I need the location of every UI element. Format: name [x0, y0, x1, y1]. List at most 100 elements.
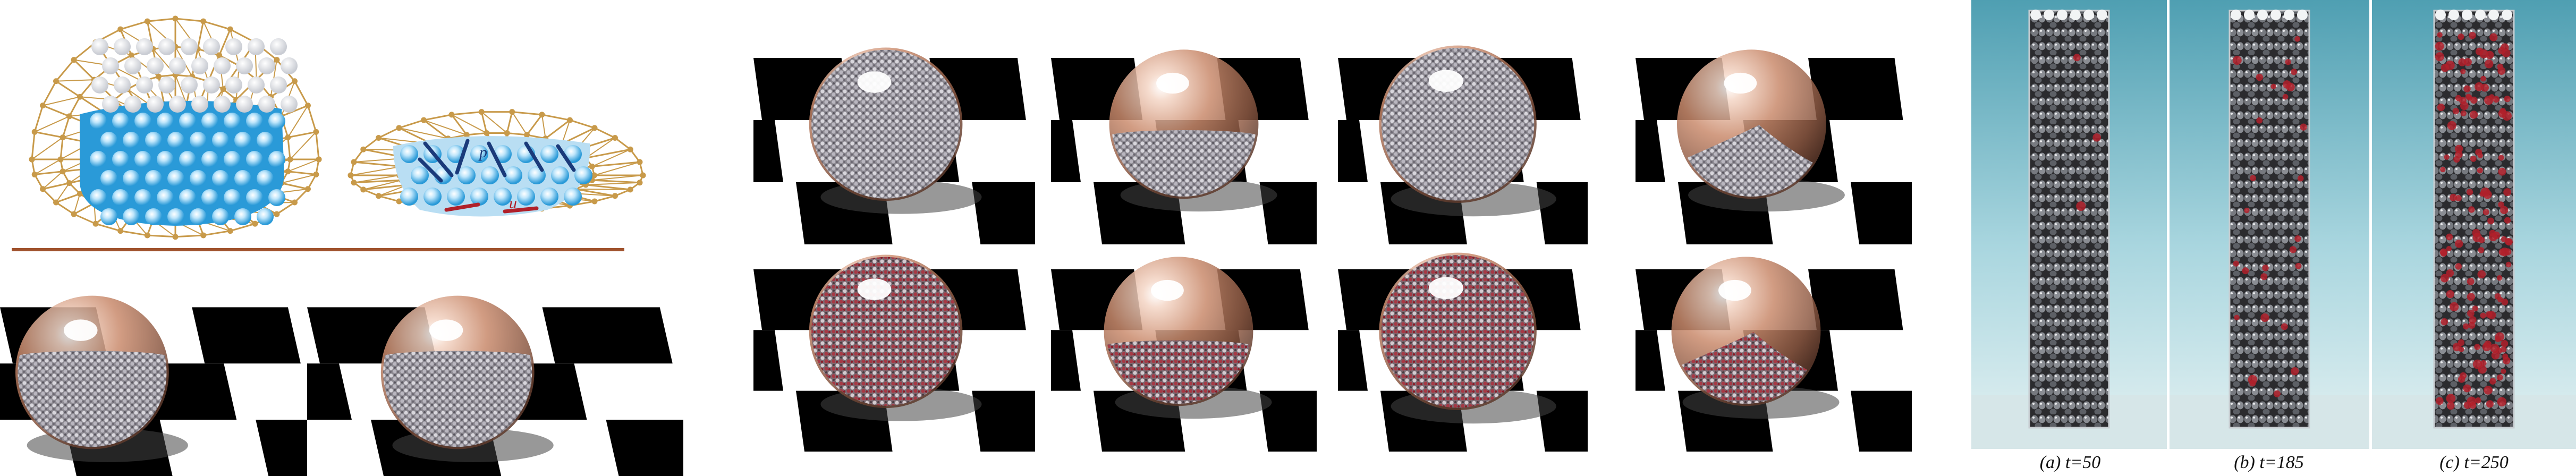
mesh-edge [42, 81, 57, 106]
wet-particle-marker [2437, 103, 2445, 112]
dry-particle [158, 38, 175, 55]
dry-particle [225, 76, 242, 94]
wet-particle-marker [2475, 149, 2482, 156]
wet-particle-marker [2493, 96, 2500, 103]
mesh-node [484, 130, 490, 136]
dry-particle [169, 96, 186, 113]
mesh-node [304, 103, 311, 109]
specular-highlight [1718, 279, 1751, 301]
dry-particle [91, 38, 108, 55]
wet-particle [190, 170, 207, 187]
mesh-node [351, 159, 357, 165]
wet-particle-marker [2467, 293, 2475, 301]
mesh-edge [353, 175, 400, 183]
mesh-edge [287, 137, 291, 160]
pore-particle [517, 188, 535, 206]
wet-particle-marker [2479, 49, 2489, 59]
mesh-edge [363, 180, 402, 190]
wet-particle-marker [2496, 374, 2503, 381]
mesh-node [316, 156, 322, 163]
wet-particle [268, 113, 285, 130]
floor-tile [1338, 330, 1368, 391]
pore-particle [470, 145, 488, 163]
wet-particle-marker [2242, 267, 2249, 275]
wet-particle [179, 189, 196, 206]
mesh-edge [363, 184, 408, 191]
mesh-edge [541, 114, 546, 139]
wet-particle [224, 189, 241, 206]
mesh-node [29, 156, 35, 163]
wet-particle-marker [2454, 144, 2463, 153]
dome-render [1338, 45, 1588, 244]
column-frame-c [2372, 0, 2576, 449]
mesh-edge [175, 18, 204, 22]
wet-particle-marker [2281, 323, 2288, 330]
mesh-node [60, 168, 66, 175]
wet-particle-marker [2501, 368, 2506, 374]
dry-particle [124, 96, 141, 113]
wet-particle-marker [2291, 69, 2298, 75]
mesh-edge [350, 166, 402, 176]
wet-particle [112, 189, 129, 206]
mesh-edge [480, 112, 488, 133]
wet-particle-marker [2286, 82, 2295, 92]
dry-particle [124, 57, 141, 74]
mesh-edge [594, 195, 615, 202]
wet-particle-marker [2256, 73, 2264, 81]
pore-particle [551, 166, 569, 184]
wet-particle-marker [2467, 310, 2475, 317]
mesh-edge [399, 119, 424, 129]
mesh-node [612, 193, 618, 199]
wet-particle-marker [2478, 247, 2485, 253]
mesh-edge [561, 120, 571, 144]
mesh-node [227, 228, 233, 234]
particle-column [2230, 11, 2309, 428]
mesh-node [421, 117, 427, 123]
mesh-node [524, 132, 530, 138]
mesh-edge [35, 171, 63, 175]
mesh-edge [147, 234, 176, 238]
mesh-edge [69, 96, 81, 117]
pressure-stroke [418, 157, 443, 183]
mesh-node [304, 186, 311, 192]
top-particle [2462, 10, 2472, 20]
mesh-edge [56, 79, 95, 82]
wet-particle-marker [2497, 397, 2507, 407]
dome-render [753, 254, 1035, 452]
mesh-diagram-svg: p u [12, 15, 646, 251]
mesh-edge [175, 74, 188, 105]
pore-particle [540, 188, 558, 206]
mesh-node [612, 134, 618, 141]
specular-highlight [1428, 70, 1463, 92]
wet-particle-marker [2440, 274, 2449, 283]
wet-particle-marker [2262, 265, 2269, 271]
wet-particle-marker [2470, 110, 2478, 119]
mesh-node [53, 199, 60, 206]
mesh-edge [55, 59, 75, 82]
column-render [2372, 0, 2576, 449]
specular-highlight [857, 278, 892, 300]
mesh-edge [592, 179, 640, 184]
mesh-node [509, 109, 515, 115]
wet-particle-marker [2498, 155, 2504, 161]
wet-particle [190, 132, 207, 149]
mesh-node [627, 146, 633, 152]
render-wet-2 [1051, 244, 1317, 452]
wet-particle-marker [2290, 367, 2299, 376]
column-container [2028, 10, 2110, 429]
wet-particle [134, 189, 151, 206]
wet-particle [123, 170, 140, 187]
velocity-stroke [503, 206, 539, 214]
granular-material [1679, 125, 1824, 197]
wet-particle-marker [2463, 384, 2471, 393]
column-container [2433, 10, 2515, 429]
wet-particle-marker [2498, 248, 2506, 256]
mesh-edge [378, 195, 400, 202]
granular-surface [1111, 130, 1257, 142]
mesh-node [627, 186, 633, 193]
wet-particle-marker [2244, 207, 2250, 214]
mesh-edge [73, 59, 95, 81]
render-dry-4 [1636, 37, 1912, 244]
dry-particle [225, 38, 242, 55]
mesh-node [31, 129, 38, 135]
